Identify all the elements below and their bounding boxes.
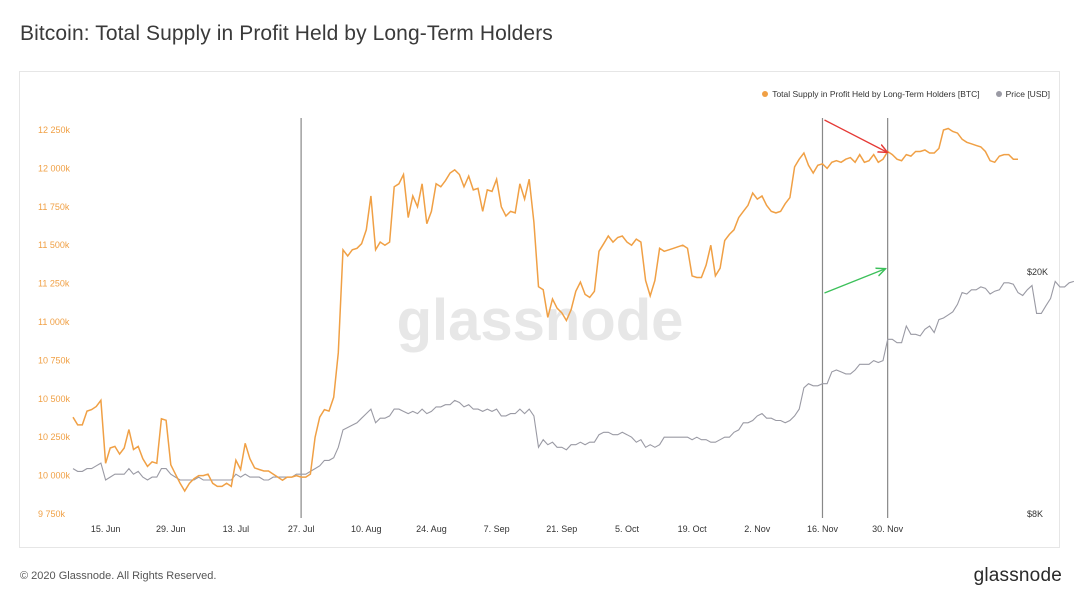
x-tick-label: 27. Jul [288, 524, 315, 534]
y-left-tick-label: 11 250k [38, 279, 70, 289]
x-tick-label: 21. Sep [546, 524, 577, 534]
y-right-tick-label: $20K [1027, 267, 1048, 277]
x-tick-label: 5. Oct [615, 524, 640, 534]
legend-item-supply[interactable]: Total Supply in Profit Held by Long-Term… [762, 89, 980, 99]
arrow-down-annotation [824, 119, 886, 152]
watermark-text: glassnode [397, 288, 684, 353]
x-tick-label: 19. Oct [678, 524, 708, 534]
legend-label-supply: Total Supply in Profit Held by Long-Term… [772, 89, 980, 99]
y-left-tick-label: 10 000k [38, 471, 71, 481]
glassnode-logo[interactable]: glassnode [973, 565, 1062, 586]
x-tick-label: 2. Nov [744, 524, 771, 534]
y-left-tick-label: 9 750k [38, 509, 66, 519]
supply-series-line [72, 127, 1018, 493]
legend-label-price: Price [USD] [1005, 89, 1050, 99]
x-tick-label: 29. Jun [156, 524, 186, 534]
legend-item-price[interactable]: Price [USD] [995, 89, 1050, 99]
y-left-tick-label: 11 500k [38, 240, 70, 250]
y-left-tick-label: 12 250k [38, 125, 71, 135]
arrow-up-annotation [824, 269, 884, 294]
footer-copyright: © 2020 Glassnode. All Rights Reserved. [20, 570, 217, 582]
legend-dot-price [995, 91, 1002, 97]
y-left-tick-label: 10 500k [38, 394, 71, 404]
y-left-tick-label: 11 000k [38, 317, 70, 327]
y-left-tick-label: 11 750k [38, 202, 70, 212]
x-tick-label: 16. Nov [807, 524, 839, 534]
price-series-line [72, 280, 1075, 481]
x-tick-label: 10. Aug [351, 524, 382, 534]
y-right-tick-label: $8K [1027, 509, 1043, 519]
x-tick-label: 7. Sep [484, 524, 510, 534]
y-left-tick-label: 12 000k [38, 163, 71, 173]
x-tick-label: 30. Nov [872, 524, 904, 534]
legend-dot-supply [762, 91, 769, 97]
x-tick-label: 15. Jun [91, 524, 121, 534]
x-tick-label: 13. Jul [223, 524, 250, 534]
y-left-tick-label: 10 250k [38, 432, 71, 442]
chart-legend[interactable]: Total Supply in Profit Held by Long-Term… [762, 89, 1050, 99]
y-left-tick-label: 10 750k [38, 355, 71, 365]
x-tick-label: 24. Aug [416, 524, 447, 534]
page-title: Bitcoin: Total Supply in Profit Held by … [20, 22, 553, 45]
